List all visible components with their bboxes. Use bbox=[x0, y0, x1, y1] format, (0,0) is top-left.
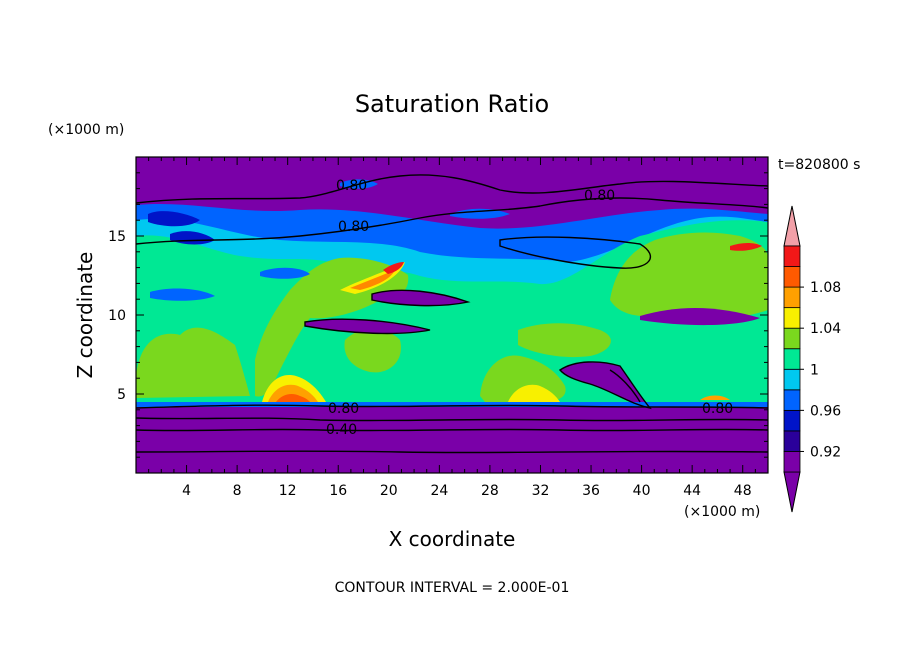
y-units-label: (×1000 m) bbox=[48, 122, 124, 138]
x-tick-label: 36 bbox=[582, 483, 600, 499]
contour-lines bbox=[136, 174, 768, 454]
y-tick-label: 10 bbox=[108, 308, 126, 324]
contour-lens-1 bbox=[371, 289, 471, 307]
x-tick-label: 48 bbox=[734, 483, 752, 499]
y-axis: 5 10 15 bbox=[108, 172, 768, 458]
field-lightgreen-2 bbox=[255, 257, 409, 397]
field-yellow-2 bbox=[508, 384, 560, 402]
field-lens-3 bbox=[640, 307, 760, 326]
contour-080-mid bbox=[136, 197, 768, 245]
field-orange-3 bbox=[700, 395, 730, 400]
contour-080-top bbox=[136, 174, 768, 204]
contour-label-3: 0.80 bbox=[584, 188, 615, 204]
colorbar: 0.92 0.96 1 1.04 1.08 bbox=[783, 205, 841, 513]
colorbar-tick-label: 1.04 bbox=[810, 321, 841, 337]
x-tick-label: 12 bbox=[279, 483, 297, 499]
field-lens-4 bbox=[560, 361, 650, 408]
x-tick-label: 44 bbox=[683, 483, 701, 499]
x-tick-label: 32 bbox=[532, 483, 550, 499]
colorbar-tick-label: 0.92 bbox=[810, 444, 841, 460]
plot-area: 0.80 0.80 0.80 0.80 0.80 0.40 bbox=[136, 157, 768, 473]
x-tick-label: 16 bbox=[329, 483, 347, 499]
field-lower-layer bbox=[136, 406, 768, 473]
contour-lens-2 bbox=[304, 318, 431, 335]
contour-label-1: 0.80 bbox=[336, 178, 367, 194]
colorbar-segment bbox=[783, 348, 801, 370]
y-tick-label: 5 bbox=[117, 387, 126, 403]
field-lightgreen-6 bbox=[518, 323, 611, 358]
contour-label-6: 0.40 bbox=[326, 422, 357, 438]
contour-interval-note: CONTOUR INTERVAL = 2.000E-01 bbox=[335, 580, 570, 596]
colorbar-segment bbox=[783, 307, 801, 329]
x-tick-label: 4 bbox=[182, 483, 191, 499]
colorbar-segment bbox=[783, 409, 801, 432]
field-blob-6 bbox=[150, 288, 215, 301]
field-red-1 bbox=[276, 394, 310, 402]
field-lower-blue bbox=[136, 402, 768, 407]
colorbar-segment bbox=[783, 368, 801, 391]
contour-040 bbox=[136, 428, 768, 432]
contour-080-lower bbox=[136, 404, 768, 409]
contour-020 bbox=[136, 450, 768, 454]
x-tick-label: 8 bbox=[233, 483, 242, 499]
field-blob-3 bbox=[450, 208, 510, 219]
x-axis: 4 8 12 16 20 24 28 32 36 40 44 48 bbox=[148, 157, 756, 499]
colorbar-over-arrow bbox=[783, 205, 801, 247]
colorbar-segment bbox=[783, 430, 801, 452]
field-red-2 bbox=[383, 262, 404, 274]
colorbar-tick-label: 1 bbox=[810, 362, 819, 378]
field-orange-2 bbox=[350, 270, 395, 290]
colorbar-segment bbox=[783, 245, 801, 267]
field-blob-5 bbox=[260, 267, 310, 279]
field-green-main bbox=[136, 220, 768, 404]
contour-060 bbox=[136, 417, 768, 422]
x-axis-label: X coordinate bbox=[389, 527, 516, 551]
field-blob-1 bbox=[148, 211, 200, 227]
colorbar-tick-label: 0.96 bbox=[810, 403, 841, 419]
colorbar-tick-label: 1.08 bbox=[810, 280, 841, 296]
x-tick-label: 24 bbox=[430, 483, 448, 499]
colorbar-under-arrow bbox=[783, 471, 801, 513]
chart-title: Saturation Ratio bbox=[355, 90, 549, 118]
contour-lens-4 bbox=[558, 361, 652, 410]
field-red-3 bbox=[730, 243, 762, 251]
y-tick-label: 15 bbox=[108, 229, 126, 245]
colorbar-segment bbox=[783, 286, 801, 309]
field-lens-1 bbox=[372, 290, 468, 306]
contour-label-4: 0.80 bbox=[328, 401, 359, 417]
colorbar-segment bbox=[783, 327, 801, 350]
y-axis-label: Z coordinate bbox=[73, 252, 97, 379]
contour-lens-5 bbox=[609, 369, 641, 403]
colorbar-segment bbox=[783, 389, 801, 411]
contour-label-2: 0.80 bbox=[338, 219, 369, 235]
x-tick-label: 28 bbox=[481, 483, 499, 499]
x-tick-label: 40 bbox=[633, 483, 651, 499]
time-label: t=820800 s bbox=[778, 157, 860, 173]
colorbar-segment bbox=[783, 266, 801, 288]
x-tick-label: 20 bbox=[380, 483, 398, 499]
field-lightgreen-1 bbox=[136, 327, 250, 398]
contour-lens-3 bbox=[499, 236, 652, 269]
contour-label-5: 0.80 bbox=[702, 401, 733, 417]
colorbar-segment bbox=[783, 451, 801, 473]
x-units-label: (×1000 m) bbox=[684, 504, 760, 520]
field-lightgreen-3 bbox=[344, 328, 401, 373]
